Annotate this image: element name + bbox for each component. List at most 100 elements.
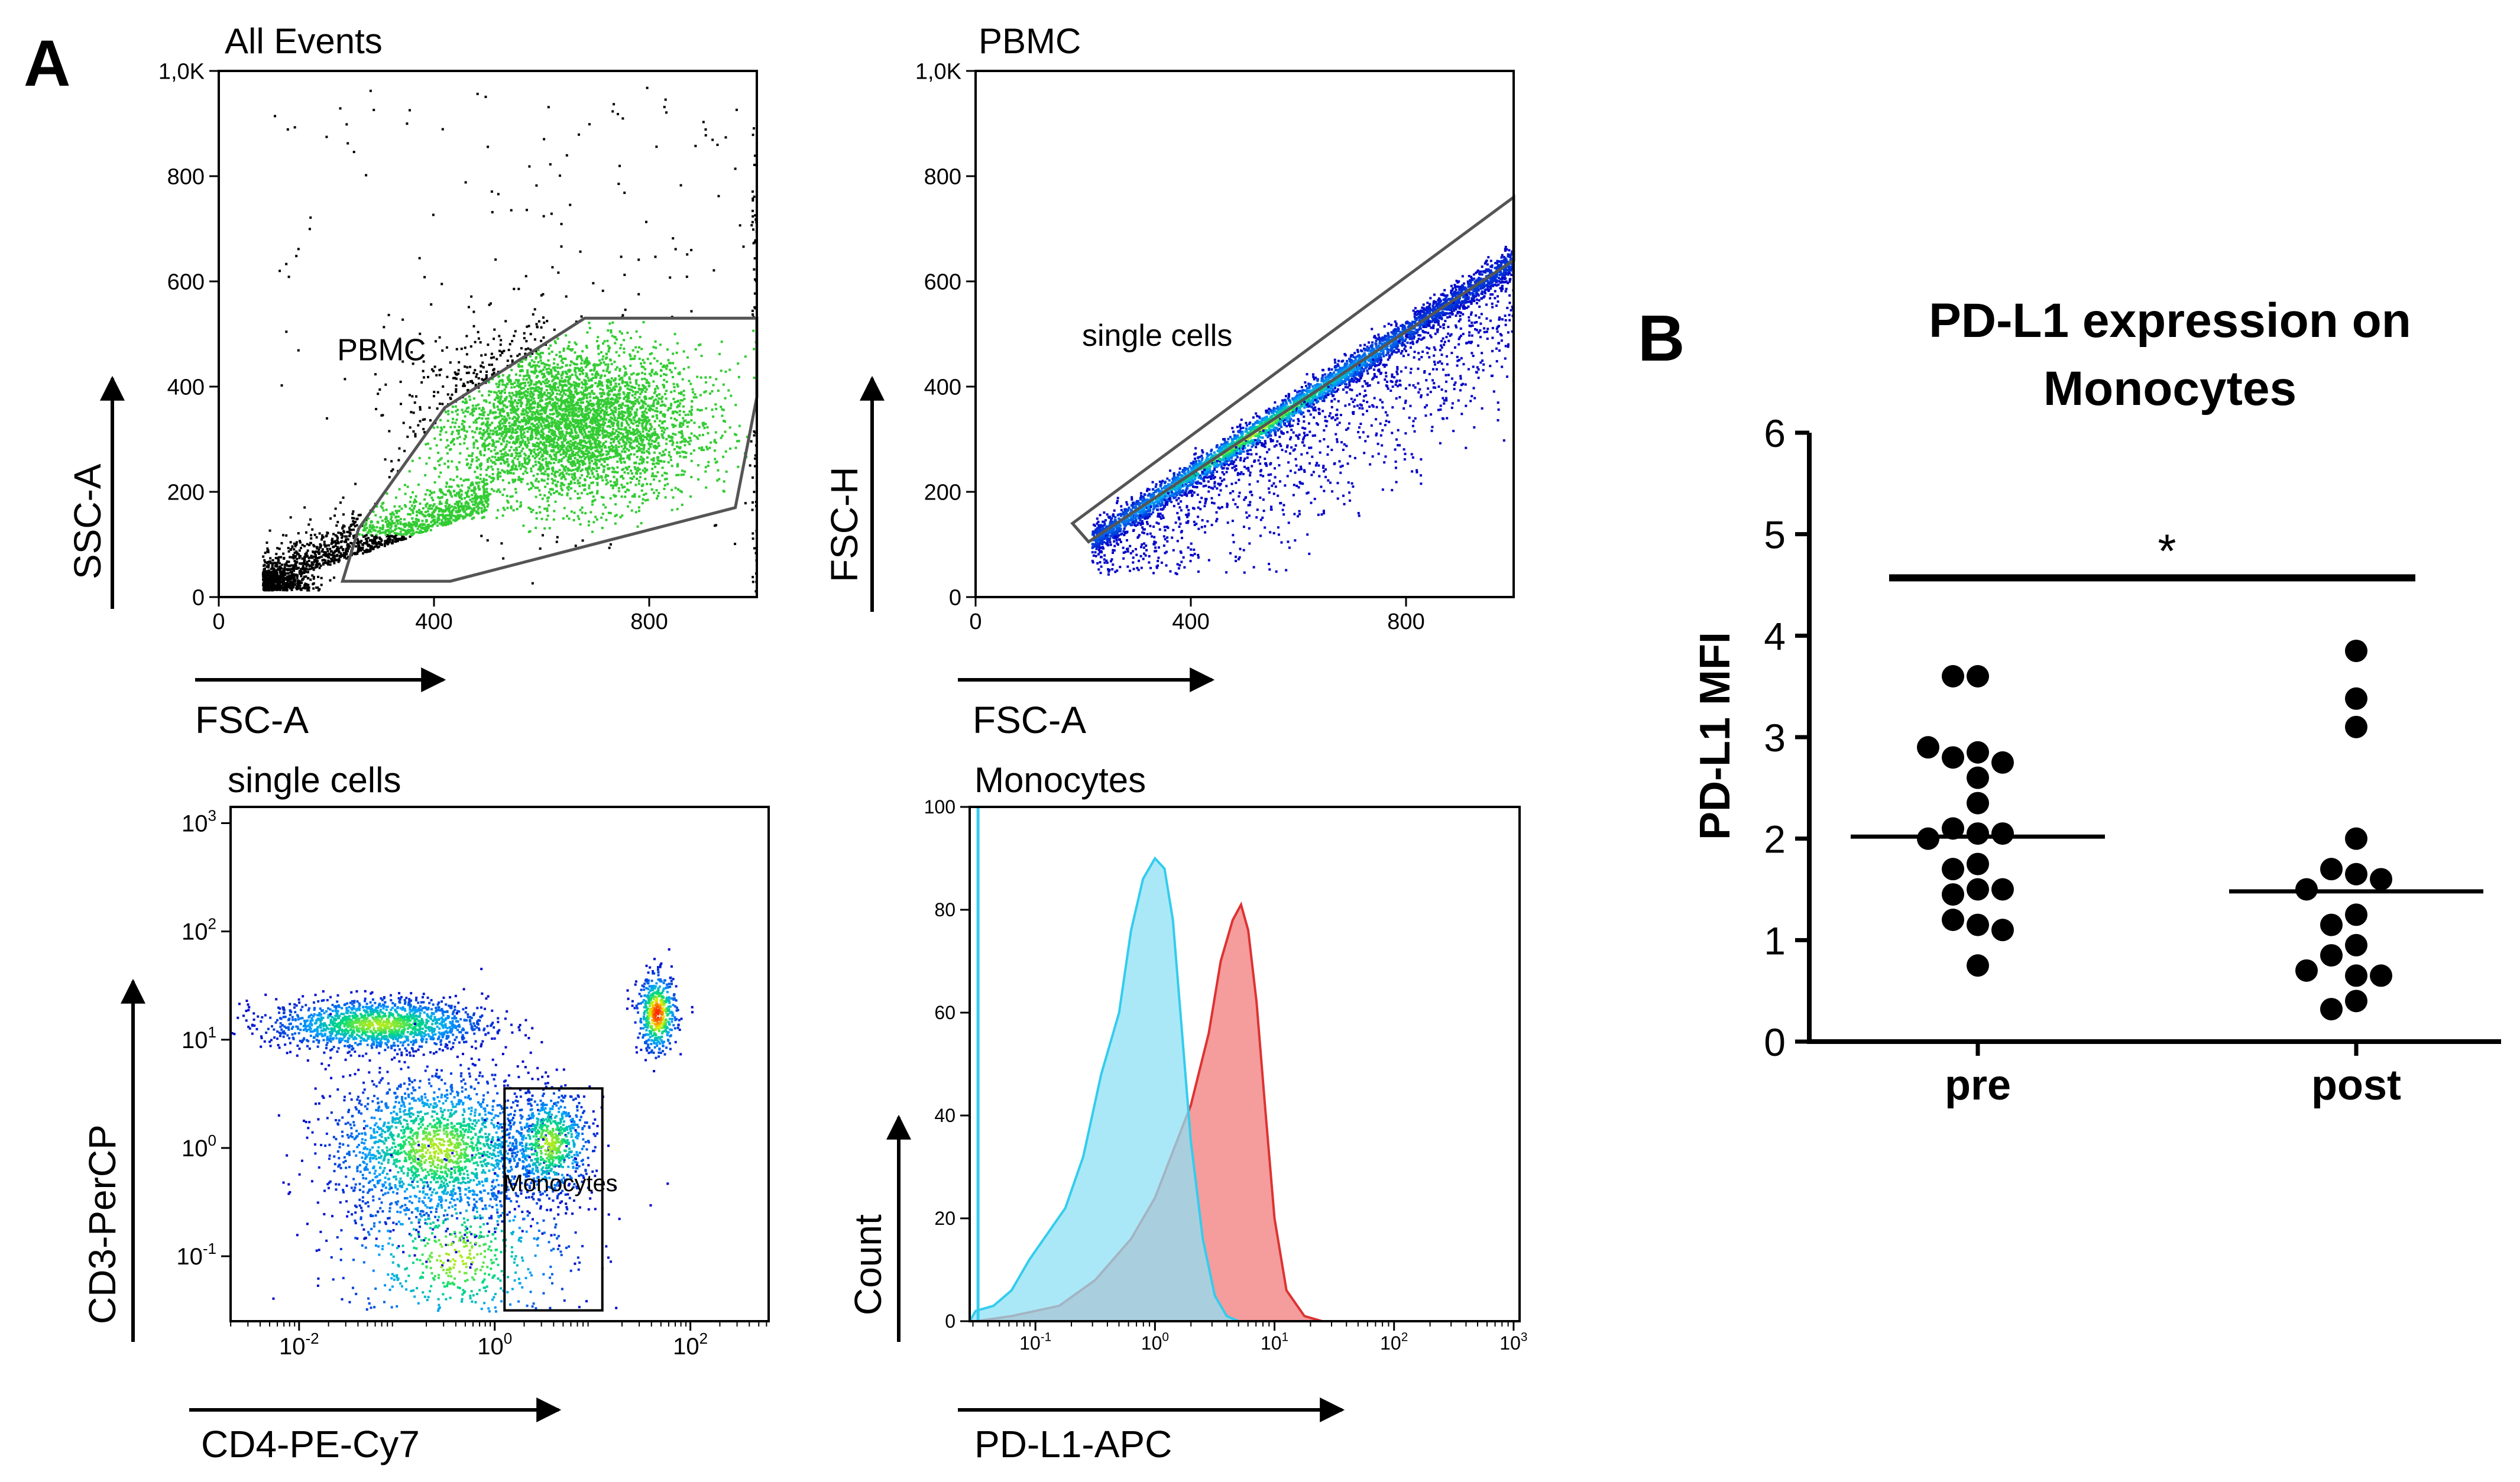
event-dot <box>564 393 567 396</box>
event-dot <box>572 411 575 414</box>
event-dot <box>677 488 680 491</box>
event-dot <box>559 418 562 421</box>
event-dot <box>636 432 639 434</box>
event-dot <box>523 394 526 397</box>
event-dot <box>596 414 599 417</box>
event-dot <box>410 533 413 536</box>
event-dot <box>642 498 644 501</box>
event-dot <box>626 381 629 384</box>
event-dot <box>572 462 575 465</box>
event-dot <box>523 375 526 378</box>
event-dot <box>493 449 496 452</box>
event-dot <box>323 551 326 554</box>
event-dot <box>652 404 655 407</box>
event-dot <box>658 452 661 455</box>
event-dot <box>642 384 645 387</box>
event-dot <box>561 475 564 478</box>
event-dot <box>549 443 552 446</box>
event-dot <box>610 484 613 487</box>
event-dot <box>495 490 498 493</box>
event-dot <box>510 472 513 475</box>
event-dot <box>465 458 468 461</box>
event-dot <box>582 429 585 432</box>
event-dot <box>643 420 646 423</box>
event-dot <box>487 447 490 450</box>
event-dot <box>462 382 465 385</box>
event-dot <box>562 407 565 410</box>
event-dot <box>575 452 578 455</box>
event-dot <box>517 379 520 382</box>
event-dot <box>304 569 307 572</box>
event-dot <box>519 452 522 455</box>
event-dot <box>532 364 535 367</box>
event-dot <box>627 395 630 398</box>
event-dot <box>713 439 716 442</box>
event-dot <box>543 494 546 497</box>
event-dot <box>556 536 559 539</box>
event-dot <box>523 419 526 422</box>
event-dot <box>462 517 465 520</box>
event-dot <box>457 369 460 372</box>
event-dot <box>562 347 565 350</box>
event-dot <box>378 536 381 539</box>
event-dot <box>568 411 571 414</box>
event-dot <box>590 442 593 445</box>
event-dot <box>542 368 545 371</box>
event-dot <box>540 372 543 375</box>
event-dot <box>574 385 576 388</box>
event-dot <box>559 355 562 358</box>
event-dot <box>506 376 509 379</box>
event-dot <box>567 426 570 429</box>
event-dot <box>592 369 595 372</box>
event-dot <box>549 384 552 387</box>
event-dot <box>615 385 618 388</box>
event-dot <box>452 518 455 521</box>
event-dot <box>618 369 621 372</box>
event-dot <box>728 368 731 371</box>
event-dot <box>634 421 637 424</box>
event-dot <box>514 423 517 426</box>
event-dot <box>576 425 579 428</box>
event-dot <box>387 520 390 523</box>
event-dot <box>693 421 696 424</box>
event-dot <box>598 429 601 432</box>
event-dot <box>576 445 579 448</box>
event-dot <box>618 411 621 414</box>
event-dot <box>536 406 539 408</box>
event-dot <box>354 482 357 485</box>
event-dot <box>590 436 593 439</box>
event-dot <box>528 488 531 491</box>
event-dot <box>381 524 384 527</box>
event-dot <box>503 349 506 352</box>
event-dot <box>645 379 648 382</box>
event-dot <box>414 433 417 436</box>
event-dot <box>611 471 614 474</box>
event-dot <box>382 509 385 512</box>
event-dot <box>676 383 679 386</box>
event-dot <box>641 422 644 425</box>
event-dot <box>715 407 718 410</box>
event-dot <box>390 534 393 537</box>
event-dot <box>617 440 620 443</box>
event-dot <box>636 472 639 475</box>
event-dot <box>714 431 717 434</box>
event-dot <box>301 557 304 560</box>
event-dot <box>592 407 595 410</box>
event-dot <box>570 487 573 490</box>
event-dot <box>597 372 600 375</box>
event-dot <box>416 527 419 530</box>
event-dot <box>491 443 494 446</box>
event-dot <box>367 517 370 520</box>
event-dot <box>524 419 527 421</box>
event-dot <box>425 529 428 532</box>
event-dot <box>511 468 514 471</box>
event-dot <box>530 487 533 489</box>
event-dot <box>574 390 577 393</box>
event-dot <box>380 531 383 534</box>
event-dot <box>359 549 362 552</box>
event-dot <box>571 374 574 377</box>
event-dot <box>662 450 665 453</box>
event-dot <box>529 362 532 365</box>
event-dot <box>467 478 470 481</box>
event-dot <box>501 469 504 472</box>
